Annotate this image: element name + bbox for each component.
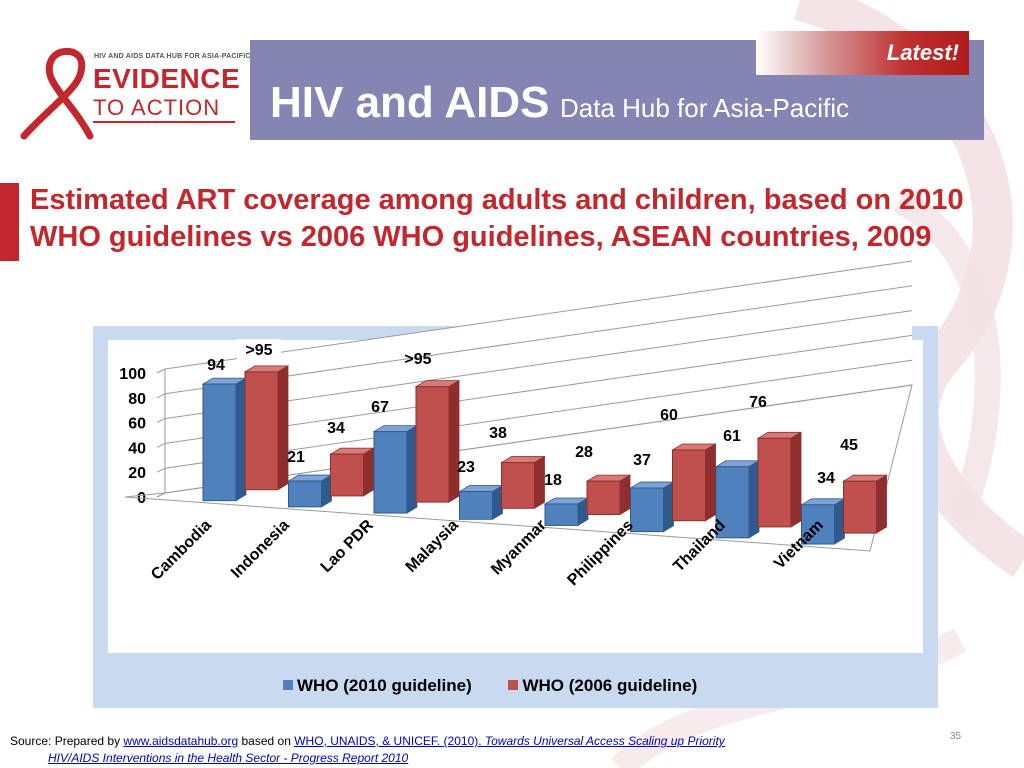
source-mid: based on: [238, 734, 295, 748]
value-label-2010: 37: [633, 452, 651, 469]
bar-2010: [715, 466, 750, 539]
source-line-2: HIV/AIDS Interventions in the Health Sec…: [10, 750, 725, 767]
who-report-link-title: Towards Universal Access Scaling up Prio…: [484, 734, 725, 748]
gridline-side: [156, 393, 166, 399]
gridline-side: [156, 418, 166, 424]
who-report-link-title-cont[interactable]: HIV/AIDS Interventions in the Health Sec…: [48, 751, 409, 765]
bar-2006: [415, 386, 450, 503]
gridline-side: [156, 442, 166, 448]
logo-subtitle: HIV AND AIDS DATA HUB FOR ASIA-PACIFIC: [94, 53, 251, 60]
bar-2006: [501, 462, 535, 509]
gridline: [164, 260, 913, 370]
bar-side-1: [790, 431, 802, 528]
bar-side-1: [534, 455, 545, 509]
value-label-2006: 60: [660, 407, 678, 424]
legend-label-2010: WHO (2010 guideline): [297, 676, 472, 695]
y-tick-label: 20: [128, 465, 146, 482]
value-label-2006: >95: [404, 351, 431, 368]
bar-side-1: [363, 447, 374, 497]
latest-label: Latest!: [886, 40, 959, 65]
bar-side-1: [705, 443, 716, 522]
banner-title-main: HIV and AIDS: [270, 78, 550, 127]
slide-title: Estimated ART coverage among adults and …: [30, 184, 964, 253]
red-ribbon-icon: [20, 47, 94, 140]
value-label-2010: 94: [207, 357, 225, 374]
bar-side-1: [876, 474, 887, 534]
bar-2010: [459, 491, 493, 520]
value-label-2006: 76: [749, 394, 767, 411]
who-report-link[interactable]: WHO, UNAIDS, & UNICEF. (2010). Towards U…: [294, 734, 725, 748]
gridline: [164, 285, 913, 395]
legend-label-2006: WHO (2006 guideline): [522, 676, 698, 695]
logo-evidence-text: EVIDENCE: [93, 63, 241, 94]
x-category-label: Thailand: [670, 517, 729, 576]
bar-2006: [672, 449, 706, 522]
gridline-side: [156, 467, 166, 473]
value-label-2010: 18: [544, 472, 562, 489]
legend-item-2010: WHO (2010 guideline): [283, 676, 472, 696]
x-category-label: Lao PDR: [318, 516, 377, 575]
value-label-2010: 23: [457, 459, 475, 476]
x-category-label: Cambodia: [148, 517, 215, 584]
source-prefix: Source: Prepared by: [10, 734, 124, 748]
y-tick-label: 100: [119, 366, 146, 383]
banner-title-sub: Data Hub for Asia-Pacific: [559, 93, 849, 123]
logo-underline: [93, 121, 235, 123]
logo-area: [0, 40, 250, 140]
x-category-label: Indonesia: [228, 517, 293, 582]
value-label-2006: 38: [489, 425, 507, 442]
source-citation: Source: Prepared by www.aidsdatahub.org …: [10, 733, 725, 767]
chart-floor: [124, 384, 913, 552]
bar-2010: [544, 503, 579, 526]
aidsdatahub-link[interactable]: www.aidsdatahub.org: [123, 734, 239, 748]
bar-2010: [288, 480, 322, 508]
legend-swatch-2006: [508, 680, 519, 690]
bar-2010: [202, 383, 237, 502]
source-line-1: Source: Prepared by www.aidsdatahub.org …: [10, 733, 725, 750]
bar-2006: [330, 453, 364, 497]
bar-2006: [757, 437, 792, 528]
page-number: 35: [950, 731, 962, 742]
value-label-2010: 34: [817, 470, 835, 487]
bar-side-1: [619, 474, 631, 516]
y-tick-label: 80: [128, 391, 146, 408]
bar-2010: [801, 504, 835, 545]
logo-to-action-text: TO ACTION: [93, 95, 221, 120]
y-tick-label: 40: [128, 440, 146, 457]
bar-2006: [586, 480, 621, 515]
value-label-2006: 28: [575, 444, 593, 461]
x-category-label: Malaysia: [403, 517, 462, 576]
bar-side-1: [448, 379, 460, 503]
y-tick-label: 60: [128, 416, 146, 433]
chart-legend: WHO (2010 guideline) WHO (2006 guideline…: [283, 676, 729, 696]
latest-badge[interactable]: Latest!: [756, 31, 969, 75]
banner-title: HIV and AIDS Data Hub for Asia-Pacific: [270, 78, 849, 128]
gridline: [164, 334, 913, 444]
gridline-side: [156, 492, 166, 498]
value-label-2010: 61: [723, 428, 741, 445]
gridline: [164, 310, 913, 420]
x-category-label: Myanmar: [488, 517, 550, 579]
bar-2006: [843, 480, 877, 534]
legend-item-2006: WHO (2006 guideline): [508, 676, 697, 696]
x-category-label: Philippines: [564, 517, 636, 589]
who-report-link-authors: WHO, UNAIDS, & UNICEF. (2010).: [294, 734, 485, 748]
value-label-2010: 21: [287, 449, 305, 466]
legend-swatch-2010: [283, 680, 293, 690]
bar-2006: [244, 371, 279, 491]
bar-side-1: [277, 365, 289, 491]
title-accent-bar: [0, 183, 19, 261]
chart-back-wall: [165, 261, 912, 493]
value-label-2006: 45: [840, 437, 858, 454]
bar-2010: [373, 431, 408, 514]
value-label-2006: >95: [245, 342, 272, 359]
bar-2010: [630, 487, 664, 533]
value-label-2010: 67: [371, 399, 389, 416]
gridline: [164, 359, 913, 469]
value-label-background: [237, 339, 281, 359]
gridline-side: [156, 368, 166, 374]
value-label-2006: 34: [327, 420, 345, 437]
